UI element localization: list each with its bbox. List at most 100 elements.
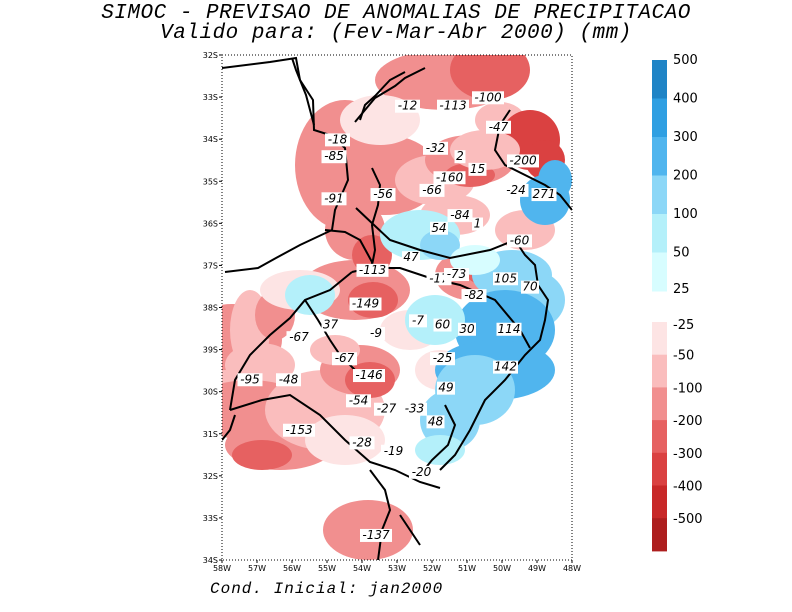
anomaly-label-bg (454, 150, 466, 164)
anomaly-value-label: 54 (431, 221, 446, 235)
anomaly-label-bg (381, 444, 406, 458)
anomaly-region (420, 390, 480, 450)
anomaly-value-label: -7 (412, 313, 424, 327)
border-ms-pr (359, 71, 406, 121)
anomaly-label-bg (349, 436, 375, 450)
anomaly-label-bg (503, 183, 529, 197)
anomaly-value-label: -160 (436, 170, 464, 184)
anomaly-value-label: -9 (370, 326, 382, 340)
colorbar-segment-negative (652, 485, 667, 519)
colorbar-segment-positive (652, 252, 667, 292)
colorbar-segment-negative (652, 387, 667, 421)
anomaly-value-label: -20 (412, 465, 432, 479)
anomaly-value-label: 37 (323, 318, 339, 332)
lat-tick-label: 39S (203, 346, 218, 355)
anomaly-label-bg (430, 221, 448, 235)
anomaly-label-bg (493, 272, 518, 286)
colorbar-label-negative: -25 (673, 318, 694, 333)
anomaly-label-bg (286, 331, 312, 345)
anomaly-value-label: -60 (510, 233, 530, 247)
anomaly-label-bg (521, 280, 539, 294)
lat-tick-label: 31S (203, 430, 218, 439)
anomaly-value-label: -56 (373, 187, 393, 201)
river-line (399, 514, 421, 546)
anomaly-label-bg (472, 91, 504, 105)
anomaly-value-label: 1 (474, 217, 482, 231)
anomaly-label-bg (321, 192, 347, 206)
anomaly-value-label: 47 (403, 250, 419, 264)
lon-tick-label: 53W (388, 564, 406, 573)
colorbar-segment-positive (652, 137, 667, 176)
colorbar-segment-negative (652, 420, 667, 454)
colorbar-label-positive: 300 (673, 130, 698, 145)
colorbar-label-positive: 50 (673, 246, 690, 261)
anomaly-label-bg (493, 360, 518, 374)
anomaly-value-label: -82 (464, 288, 484, 302)
anomaly-label-bg (402, 402, 427, 416)
anomaly-value-label: 49 (438, 381, 453, 395)
anomaly-label-bg (458, 322, 476, 336)
anomaly-value-label: 70 (522, 280, 538, 294)
anomaly-value-label: -85 (324, 149, 344, 163)
anomaly-value-label: -54 (349, 393, 369, 407)
anomaly-value-label: 30 (459, 322, 475, 336)
anomaly-label-bg (433, 318, 452, 332)
anomaly-value-label: -27 (377, 402, 397, 416)
anomaly-value-label: 2 (456, 149, 464, 163)
anomaly-region (285, 275, 335, 315)
colorbar-segment-positive (652, 60, 667, 99)
anomaly-value-label: 142 (494, 360, 517, 374)
initial-condition-footer: Cond. Inicial: jan2000 (210, 580, 444, 598)
anomaly-value-label: -19 (384, 444, 404, 458)
border-pr-sc (355, 207, 516, 260)
map-title: SIMOC - PREVISAO DE ANOMALIAS DE PRECIPI… (101, 2, 691, 25)
colorbar-label-positive: 100 (673, 207, 698, 222)
anomaly-value-label: -67 (335, 351, 355, 365)
anomaly-label-bg (426, 415, 445, 429)
anomaly-value-label: -18 (328, 132, 348, 146)
anomaly-label-bg (430, 352, 455, 366)
lat-tick-label: 32S (203, 51, 218, 60)
lon-tick-label: 58W (213, 564, 231, 573)
colorbar-segment-positive (652, 98, 667, 138)
anomaly-value-label: -33 (405, 402, 425, 416)
lat-tick-label: 33S (203, 93, 218, 102)
anomaly-value-label: -84 (450, 208, 470, 222)
anomaly-label-bg (356, 263, 389, 277)
lon-tick-label: 48W (563, 564, 581, 573)
lon-tick-label: 56W (283, 564, 301, 573)
anomaly-value-label: -24 (506, 183, 526, 197)
colorbar-segment-negative (652, 322, 667, 356)
anomaly-label-bg (409, 314, 427, 328)
anomaly-label-bg (496, 322, 522, 336)
anomaly-value-label: -48 (279, 372, 299, 386)
border-paraguay-west (222, 56, 350, 273)
anomaly-value-label: 105 (494, 271, 517, 285)
colorbar-label-negative: -100 (673, 381, 703, 396)
anomaly-label-bg (325, 133, 350, 147)
anomaly-label-bg (437, 381, 455, 395)
anomaly-region (450, 55, 530, 100)
anomaly-value-label: 48 (428, 414, 444, 428)
anomaly-label-bg (276, 373, 301, 387)
anomaly-label-bg (423, 141, 448, 155)
anomaly-label-bg (433, 171, 466, 185)
colorbar-segment-negative (652, 452, 667, 486)
anomaly-value-label: -32 (426, 141, 446, 155)
anomaly-label-bg (402, 251, 420, 265)
anomaly-label-bg (486, 120, 511, 134)
anomaly-value-label: 271 (533, 187, 556, 201)
colorbar: 25 50 100 200 300 400 500 -25 -50 -100 -200 -300 -40… (652, 53, 703, 552)
colorbar-label-negative: -300 (673, 447, 703, 462)
anomaly-value-label: -12 (398, 99, 418, 113)
anomaly-label-bg (370, 188, 396, 202)
anomaly-label-bg (321, 150, 347, 164)
lat-tick-label: 35S (203, 177, 218, 186)
border-parana-interior (370, 167, 382, 266)
anomaly-label-bg (444, 268, 469, 282)
colorbar-label-positive: 200 (673, 169, 698, 184)
anomaly-value-label: -100 (474, 90, 502, 104)
anomaly-label-bg (531, 188, 557, 202)
anomaly-value-label: -66 (422, 183, 442, 197)
